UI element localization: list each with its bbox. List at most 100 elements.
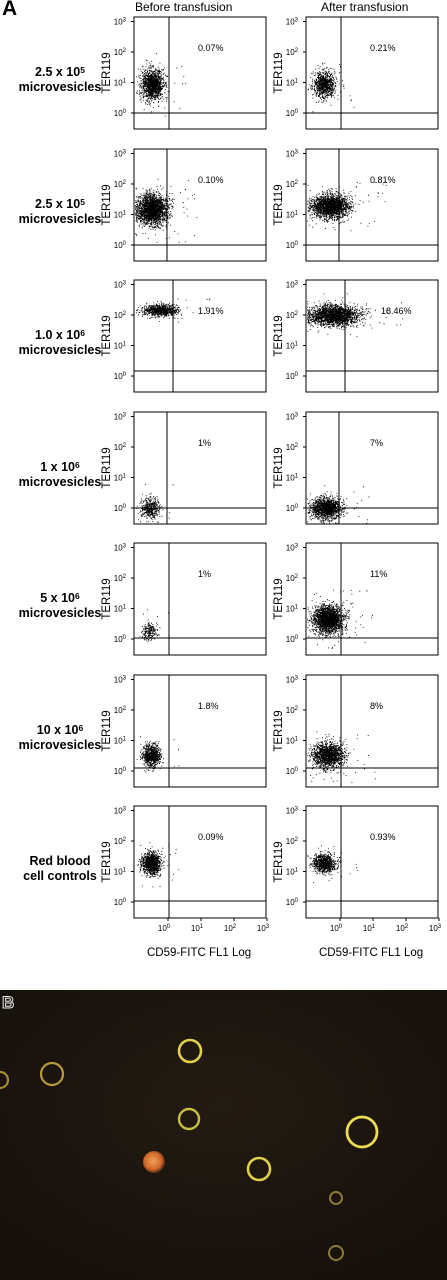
y-axis-label: TER119 bbox=[273, 578, 285, 620]
cell-ring bbox=[329, 1191, 343, 1205]
y-tick-label: 103 bbox=[286, 281, 299, 290]
scatter-plot-before: 100 101 102 103 1% bbox=[114, 542, 267, 656]
y-tick-label: 100 bbox=[286, 372, 299, 381]
quadrant-percent: 0.81% bbox=[370, 175, 396, 185]
event-dots bbox=[307, 845, 359, 883]
event-cluster bbox=[307, 181, 387, 232]
event-cluster bbox=[139, 609, 170, 643]
y-tick-label: 100 bbox=[286, 241, 299, 250]
scatter-plot-before: 100 101 102 103 0.07% bbox=[114, 16, 267, 130]
y-tick-label: 101 bbox=[114, 474, 127, 483]
y-tick-label: 101 bbox=[114, 737, 127, 746]
y-axis-label: TER119 bbox=[273, 710, 285, 752]
y-axis-label: TER119 bbox=[273, 52, 285, 94]
x-tick-label: 100 bbox=[158, 924, 171, 933]
row-label: Red blood cell controls bbox=[23, 854, 97, 883]
event-cluster bbox=[135, 178, 198, 243]
y-axis-label: TER119 bbox=[273, 447, 285, 489]
y-tick-label: 102 bbox=[114, 180, 127, 189]
event-cluster bbox=[136, 484, 174, 524]
quadrant-percent: 7% bbox=[370, 438, 383, 448]
event-dots bbox=[137, 842, 180, 888]
row-label: 1 x 106 microvesicles bbox=[18, 460, 102, 489]
y-tick-label: 100 bbox=[286, 898, 299, 907]
y-axis-label: TER119 bbox=[101, 184, 113, 226]
event-dots bbox=[307, 485, 370, 524]
orange-labeled-cell bbox=[143, 1151, 165, 1173]
row-label: 5 x 106 microvesicles bbox=[18, 591, 102, 620]
plot-frame bbox=[133, 805, 267, 919]
plot-frame bbox=[305, 674, 439, 788]
x-tick-label: 103 bbox=[429, 924, 442, 933]
x-tick-label: 100 bbox=[330, 924, 343, 933]
panel-b-label: B bbox=[1, 993, 15, 1013]
y-tick-label: 101 bbox=[286, 737, 299, 746]
y-tick-label: 103 bbox=[286, 18, 299, 27]
event-cluster bbox=[136, 736, 180, 773]
event-cluster bbox=[307, 589, 373, 649]
scatter-plot-before: 100 101 102 103 0.10% bbox=[114, 148, 267, 262]
y-tick-label: 102 bbox=[286, 837, 299, 846]
event-dots bbox=[307, 181, 387, 232]
plot-frame bbox=[133, 279, 267, 393]
y-tick-label: 100 bbox=[114, 372, 127, 381]
x-tick-label: 101 bbox=[191, 924, 204, 933]
y-tick-label: 101 bbox=[286, 474, 299, 483]
y-tick-label: 102 bbox=[286, 48, 299, 57]
row-label: 2.5 x 105 microvesicles bbox=[18, 65, 102, 94]
plot-frame bbox=[305, 148, 439, 262]
y-tick-label: 102 bbox=[286, 706, 299, 715]
column-header-before: Before transfusion bbox=[135, 0, 233, 14]
y-axis-label: TER119 bbox=[101, 710, 113, 752]
y-tick-label: 102 bbox=[114, 443, 127, 452]
y-axis-label: TER119 bbox=[101, 841, 113, 883]
scatter-plot-after: 100 101 102 103 11% bbox=[286, 542, 439, 656]
y-tick-label: 102 bbox=[114, 574, 127, 583]
y-tick-label: 101 bbox=[114, 342, 127, 351]
cell-ring bbox=[345, 1115, 379, 1149]
event-cluster bbox=[307, 845, 359, 883]
scatter-plot-after: 100 101 102 103 0.93% 100 101 102 103 bbox=[286, 805, 442, 933]
y-axis-label: TER119 bbox=[101, 447, 113, 489]
y-tick-label: 101 bbox=[286, 342, 299, 351]
y-tick-label: 103 bbox=[286, 676, 299, 685]
row-label: 10 x 106 microvesicles bbox=[18, 723, 102, 752]
column-header-after: After transfusion bbox=[321, 0, 409, 14]
event-dots bbox=[307, 293, 404, 338]
plot-frame bbox=[133, 16, 267, 130]
y-tick-label: 100 bbox=[286, 767, 299, 776]
y-tick-label: 101 bbox=[286, 211, 299, 220]
plot-frame bbox=[133, 674, 267, 788]
y-tick-label: 102 bbox=[286, 311, 299, 320]
plot-frame bbox=[305, 805, 439, 919]
y-tick-label: 103 bbox=[286, 413, 299, 422]
y-tick-label: 103 bbox=[114, 150, 127, 159]
scatter-plot-after: 100 101 102 103 0.81% bbox=[286, 148, 439, 262]
event-cluster bbox=[137, 842, 180, 888]
cell-ring bbox=[177, 1107, 201, 1131]
quadrant-percent: 0.93% bbox=[370, 832, 396, 842]
y-tick-label: 100 bbox=[286, 504, 299, 513]
cell-ring bbox=[246, 1156, 272, 1182]
event-dots bbox=[139, 609, 170, 643]
quadrant-percent: 0.07% bbox=[198, 43, 224, 53]
scatter-plot-after: 100 101 102 103 8% bbox=[286, 674, 439, 788]
y-tick-label: 103 bbox=[286, 544, 299, 553]
quadrant-percent: 0.21% bbox=[370, 43, 396, 53]
y-tick-label: 103 bbox=[114, 676, 127, 685]
plot-frame bbox=[305, 542, 439, 656]
y-tick-label: 102 bbox=[286, 180, 299, 189]
x-tick-label: 102 bbox=[396, 924, 409, 933]
x-axis-label-after: CD59-FITC FL1 Log bbox=[319, 947, 424, 959]
y-tick-label: 101 bbox=[286, 79, 299, 88]
y-tick-label: 100 bbox=[114, 898, 127, 907]
y-tick-label: 103 bbox=[114, 544, 127, 553]
y-tick-label: 102 bbox=[286, 574, 299, 583]
y-axis-label: TER119 bbox=[101, 578, 113, 620]
fluorescent-cells bbox=[0, 990, 447, 1280]
x-tick-label: 103 bbox=[257, 924, 270, 933]
quadrant-percent: 0.10% bbox=[198, 175, 224, 185]
y-tick-label: 102 bbox=[114, 706, 127, 715]
event-cluster bbox=[136, 53, 187, 117]
y-axis-label: TER119 bbox=[101, 315, 113, 357]
